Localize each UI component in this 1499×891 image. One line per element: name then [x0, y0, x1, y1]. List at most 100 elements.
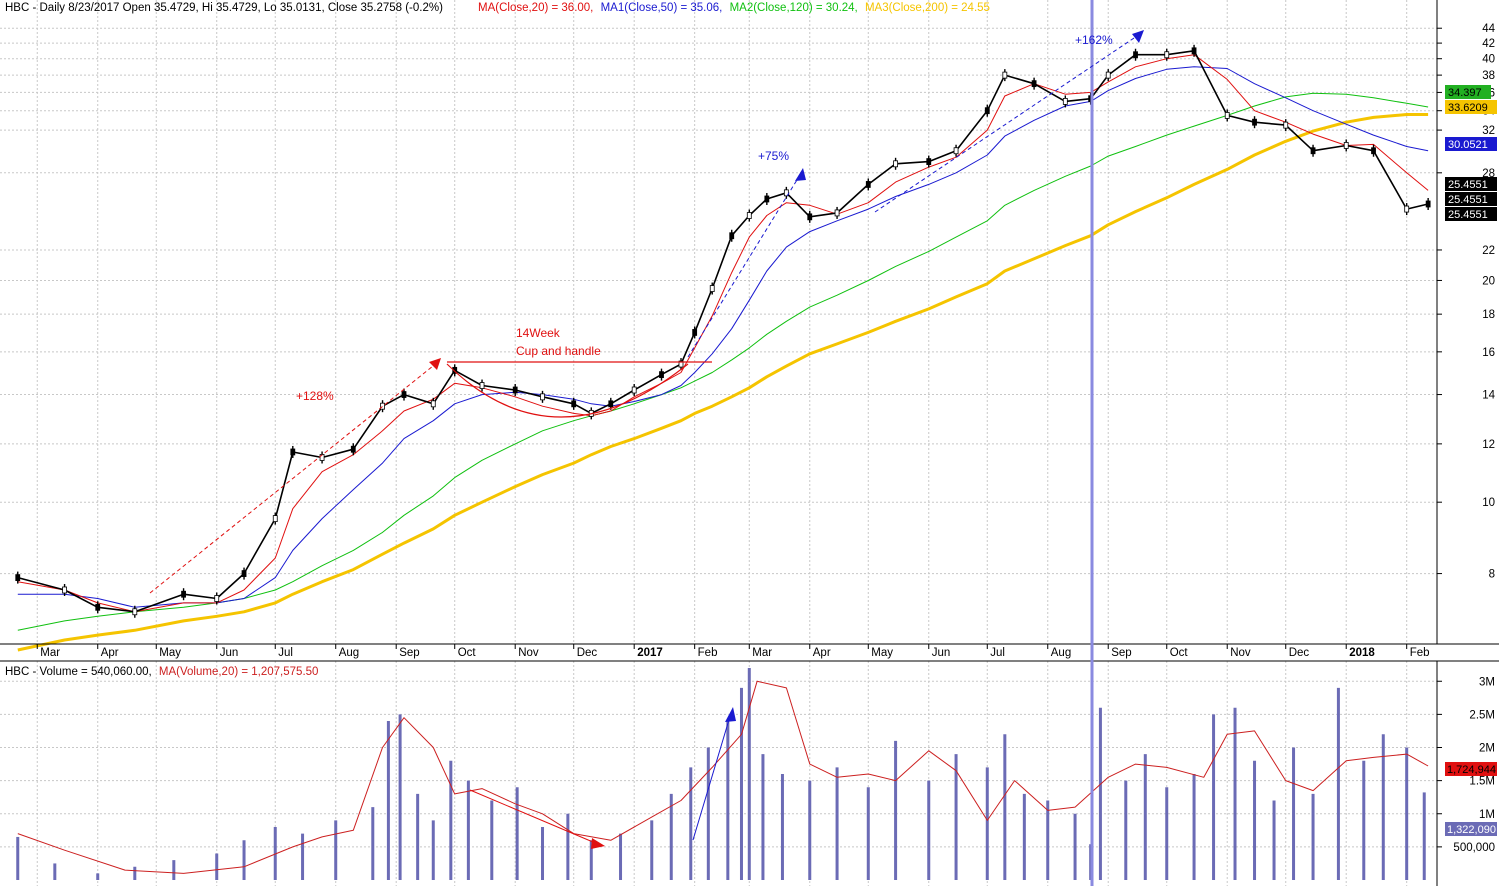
price-candle [1343, 142, 1349, 149]
price-tick-label: 42 [1482, 38, 1495, 50]
price-candle [1062, 98, 1068, 105]
gain-75-arrowhead [795, 168, 806, 181]
ma200-badge: 33.6209 [1448, 102, 1488, 114]
volume-bar [835, 767, 839, 880]
volume-bar [53, 863, 57, 880]
date-tick-label: Apr [101, 647, 119, 659]
volume-bar [96, 873, 100, 880]
price-candle [953, 147, 959, 155]
date-tick-label: May [159, 647, 181, 659]
price-tick-label: 12 [1482, 439, 1495, 451]
price-candle [1310, 147, 1316, 155]
volume-bar [1233, 707, 1237, 880]
date-tick-label: 2017 [637, 647, 663, 659]
price-tick-label: 22 [1482, 245, 1495, 257]
date-tick-label: Oct [458, 647, 477, 659]
ma20-legend: MA(Close,20) = 36.00, [478, 2, 593, 14]
volume-tick-label: 1M [1479, 809, 1495, 821]
volume-bar [1124, 780, 1128, 880]
price-candle [290, 448, 296, 456]
price-candle [1224, 112, 1230, 119]
price-candle [1164, 51, 1170, 59]
gain-162-arrowhead [1132, 30, 1144, 43]
close-badge-3: 25.4551 [1448, 209, 1488, 221]
volume-bar [1003, 734, 1007, 880]
price-candle [241, 570, 247, 577]
volume-bar [301, 833, 305, 880]
date-tick-label: Dec [577, 647, 598, 659]
price-candle [62, 586, 67, 594]
date-tick-label: Jul [278, 647, 293, 659]
volume-bar [1422, 792, 1426, 880]
volume-panel [0, 661, 1437, 886]
date-tick-label: Dec [1289, 647, 1310, 659]
price-tick-label: 20 [1482, 275, 1495, 287]
price-candle [181, 590, 186, 598]
volume-uptrend-arrow [692, 712, 732, 841]
volume-bar [726, 721, 730, 880]
price-series-layer [15, 44, 1431, 652]
gain-162-label: +162% [1075, 33, 1113, 47]
volume-bar [689, 767, 693, 880]
volume-bar [273, 827, 277, 880]
price-candle [631, 386, 637, 394]
price-title: HBC - Daily 8/23/2017 Open 35.4729, Hi 3… [5, 2, 443, 14]
price-candle [678, 360, 684, 368]
volume-bar [619, 833, 623, 880]
grid-layer [0, 0, 1437, 886]
volume-bar [808, 780, 812, 880]
volume-bar [1381, 734, 1385, 880]
annotations: +128% 14Week Cup and handle +75% +162% [149, 30, 1144, 849]
price-tick-label: 8 [1489, 569, 1495, 581]
price-candle [1425, 200, 1431, 208]
volume-downtrend-arrow [469, 789, 601, 846]
ma200-line [17, 113, 1429, 652]
date-tick-label: May [871, 647, 893, 659]
price-candle [729, 232, 735, 240]
price-candle [401, 391, 407, 398]
price-candle [1105, 71, 1111, 79]
cup-curve [446, 363, 689, 418]
price-candle [764, 195, 770, 203]
price-candle [1002, 71, 1008, 79]
volume-title-text: HBC - Volume = 540,060.00, [5, 666, 152, 678]
price-tick-label: 28 [1482, 168, 1495, 180]
price-candle [783, 189, 789, 197]
date-tick-label: Feb [1410, 647, 1430, 659]
close-badge-2: 25.4551 [1448, 194, 1488, 206]
close-badge-1-bg [1445, 177, 1497, 191]
price-candle [1252, 118, 1257, 126]
volume-bar [1292, 747, 1296, 880]
price-candle [350, 445, 356, 453]
volume-bar [133, 866, 137, 880]
ma120-badge-bg [1445, 85, 1491, 99]
volume-bar [398, 714, 402, 880]
volume-series-layer [16, 668, 1429, 880]
price-candle [984, 107, 990, 115]
price-tick-label: 44 [1482, 23, 1495, 35]
price-candle [608, 400, 614, 408]
date-tick-label: Jun [932, 647, 951, 659]
ma120-legend: MA2(Close,120) = 30.24, [730, 2, 858, 14]
price-tick-label: 18 [1482, 309, 1495, 321]
price-panel [0, 0, 1437, 644]
date-tick-label: Apr [813, 647, 831, 659]
date-tick-label: Feb [698, 647, 718, 659]
price-candle [709, 285, 715, 292]
price-tick-label: 38 [1482, 70, 1495, 82]
volume-bar [650, 820, 654, 880]
volume-bar [16, 836, 20, 880]
volume-bar [334, 820, 338, 880]
price-tick-label: 10 [1482, 497, 1495, 509]
price-candle [272, 515, 278, 522]
price-candle [1404, 205, 1410, 213]
volume-bar [589, 840, 593, 880]
date-tick-label: Aug [1051, 647, 1071, 659]
volume-bar [466, 780, 470, 880]
price-candle [807, 213, 813, 221]
volume-bar [242, 840, 246, 880]
volume-tick-label: 3M [1479, 676, 1495, 688]
price-badges: 34.397 33.6209 30.0521 25.4551 25.4551 2… [1445, 85, 1497, 221]
